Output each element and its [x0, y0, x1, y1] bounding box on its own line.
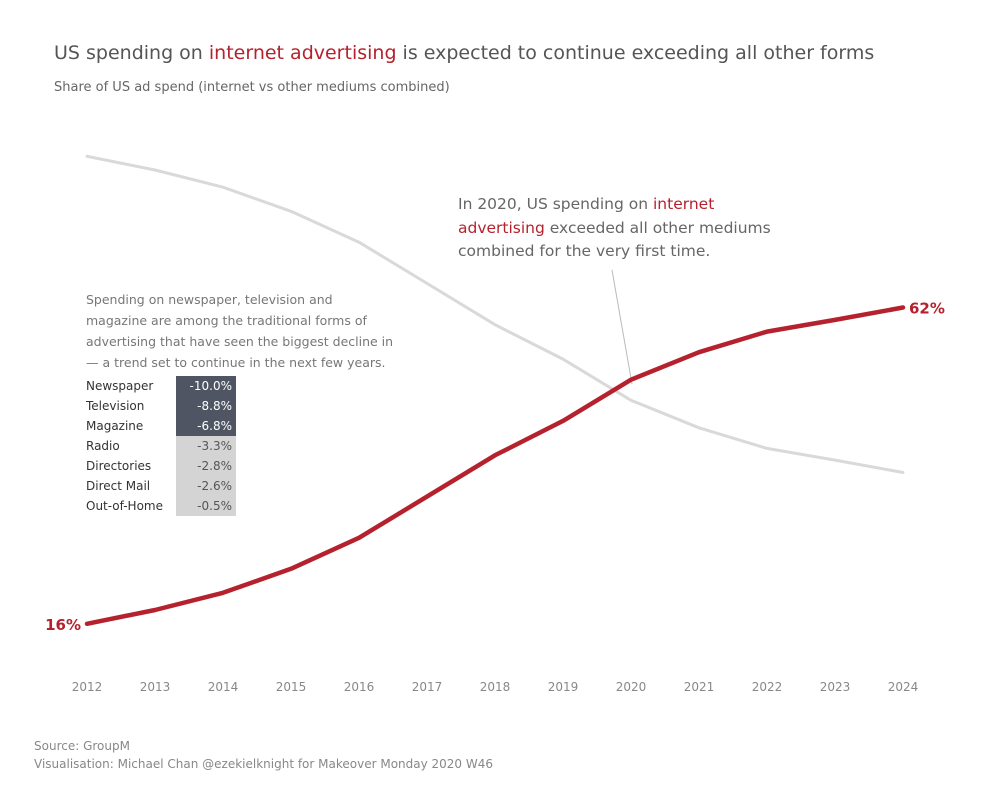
end-value-label: 62% [909, 300, 945, 318]
table-row: Directories -2.8% [86, 456, 236, 476]
x-tick-label: 2014 [208, 680, 239, 694]
x-tick-label: 2022 [752, 680, 783, 694]
chart-title: US spending on internet advertising is e… [54, 42, 874, 64]
x-tick-label: 2024 [888, 680, 919, 694]
table-row: Television -8.8% [86, 396, 236, 416]
other-mediums-series-line [85, 154, 905, 474]
annotation-leader-line [611, 269, 633, 385]
medium-label: Out-of-Home [86, 499, 163, 513]
annotation-2020: In 2020, US spending on internet adverti… [458, 193, 778, 264]
decline-value: -0.5% [176, 496, 236, 516]
series-layer [84, 154, 906, 627]
medium-label: Television [86, 399, 145, 413]
x-tick-label: 2018 [480, 680, 511, 694]
credit-line: Visualisation: Michael Chan @ezekielknig… [34, 757, 494, 771]
chart-subtitle: Share of US ad spend (internet vs other … [54, 80, 450, 95]
x-tick-label: 2017 [412, 680, 443, 694]
end-labels: 16% 62% [45, 300, 945, 634]
table-row: Direct Mail -2.6% [86, 476, 236, 496]
decline-value: -10.0% [176, 376, 236, 396]
x-tick-label: 2023 [820, 680, 851, 694]
decline-note: Spending on newspaper, television and ma… [86, 292, 394, 370]
x-tick-label: 2016 [344, 680, 375, 694]
title-post: is expected to continue exceeding all ot… [396, 42, 875, 64]
medium-label: Directories [86, 459, 152, 473]
title-highlight: internet advertising [208, 42, 397, 64]
decline-value: -3.3% [176, 436, 236, 456]
source-line: Source: GroupM [34, 739, 130, 753]
medium-label: Magazine [86, 419, 144, 433]
x-tick-label: 2021 [684, 680, 715, 694]
decline-value: -6.8% [176, 416, 236, 436]
source-note: Source: GroupM Visualisation: Michael Ch… [34, 737, 493, 773]
x-tick-label: 2019 [548, 680, 579, 694]
x-tick-label: 2015 [276, 680, 307, 694]
medium-label: Radio [86, 439, 120, 453]
annotation-pre: In 2020, US spending on [458, 195, 653, 213]
internet-series-line [84, 305, 906, 627]
decline-value: -2.8% [176, 456, 236, 476]
decline-value: -8.8% [176, 396, 236, 416]
x-tick-label: 2012 [72, 680, 103, 694]
start-value-label: 16% [45, 616, 81, 634]
table-row: Magazine -6.8% [86, 416, 236, 436]
x-axis: 2012 2013 2014 2015 2016 2017 2018 2019 2020 2021… [72, 680, 919, 694]
table-row: Newspaper -10.0% [86, 376, 236, 396]
table-row: Radio -3.3% [86, 436, 236, 456]
medium-label: Direct Mail [86, 479, 151, 493]
x-tick-label: 2020 [616, 680, 647, 694]
decline-table: Newspaper -10.0% Television -8.8% Magazine… [86, 376, 236, 516]
decline-value: -2.6% [176, 476, 236, 496]
x-tick-label: 2013 [140, 680, 171, 694]
annotation-highlight: internet advertising [458, 195, 715, 237]
medium-label: Newspaper [86, 379, 154, 393]
annotation-post: exceeded all other mediums combined for … [458, 218, 771, 261]
table-row: Out-of-Home -0.5% [86, 496, 236, 516]
title-pre: US spending on [54, 42, 209, 64]
